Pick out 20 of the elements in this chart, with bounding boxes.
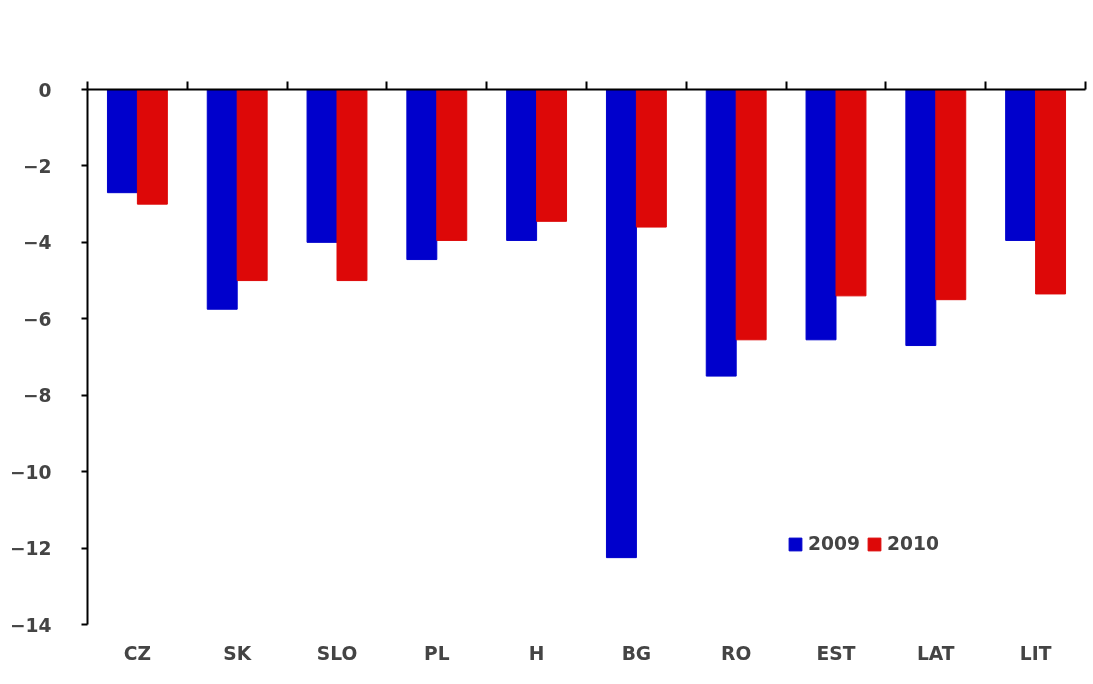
y-tick-label: −12 <box>9 538 52 560</box>
legend-label: 2010 <box>886 533 939 554</box>
x-tick-label: CZ <box>123 642 152 664</box>
x-tick-label: SLO <box>316 642 358 664</box>
x-tick-label: EST <box>816 642 856 664</box>
legend-label: 2009 <box>808 533 860 554</box>
x-tick-label: H <box>528 642 545 664</box>
y-tick-label: −8 <box>22 385 52 407</box>
y-tick-label: −6 <box>22 308 52 330</box>
x-tick-label: PL <box>424 642 450 664</box>
y-tick-label: −4 <box>22 232 52 254</box>
y-tick-label: −10 <box>9 461 52 483</box>
x-tick-label: LIT <box>1019 642 1052 664</box>
x-tick-label: BG <box>621 642 652 664</box>
x-tick-label: RO <box>721 642 752 664</box>
y-tick-label: 0 <box>38 79 52 101</box>
x-tick-label: LAT <box>917 642 955 664</box>
y-tick-label: −2 <box>22 155 52 177</box>
y-tick-label: −14 <box>9 614 52 636</box>
x-tick-label: SK <box>223 642 253 664</box>
